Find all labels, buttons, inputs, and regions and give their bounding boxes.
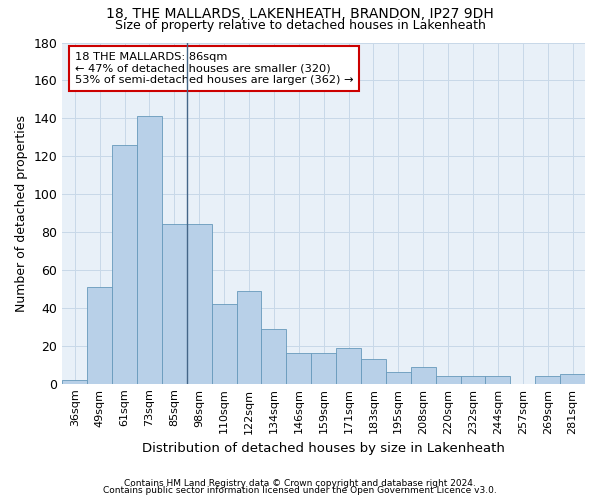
Bar bbox=[187, 224, 212, 384]
Bar bbox=[311, 354, 336, 384]
Bar bbox=[436, 376, 461, 384]
Bar bbox=[162, 224, 187, 384]
Bar bbox=[461, 376, 485, 384]
Bar bbox=[87, 287, 112, 384]
Bar bbox=[560, 374, 585, 384]
Bar bbox=[336, 348, 361, 384]
Bar bbox=[212, 304, 236, 384]
Bar bbox=[411, 366, 436, 384]
Bar bbox=[112, 145, 137, 384]
Bar bbox=[361, 359, 386, 384]
Bar bbox=[262, 328, 286, 384]
X-axis label: Distribution of detached houses by size in Lakenheath: Distribution of detached houses by size … bbox=[142, 442, 505, 455]
Text: Contains HM Land Registry data © Crown copyright and database right 2024.: Contains HM Land Registry data © Crown c… bbox=[124, 478, 476, 488]
Bar bbox=[236, 291, 262, 384]
Bar bbox=[485, 376, 511, 384]
Text: Size of property relative to detached houses in Lakenheath: Size of property relative to detached ho… bbox=[115, 19, 485, 32]
Bar bbox=[62, 380, 87, 384]
Y-axis label: Number of detached properties: Number of detached properties bbox=[15, 114, 28, 312]
Text: 18, THE MALLARDS, LAKENHEATH, BRANDON, IP27 9DH: 18, THE MALLARDS, LAKENHEATH, BRANDON, I… bbox=[106, 8, 494, 22]
Bar bbox=[137, 116, 162, 384]
Bar bbox=[286, 354, 311, 384]
Text: 18 THE MALLARDS: 86sqm
← 47% of detached houses are smaller (320)
53% of semi-de: 18 THE MALLARDS: 86sqm ← 47% of detached… bbox=[75, 52, 353, 85]
Bar bbox=[386, 372, 411, 384]
Bar bbox=[535, 376, 560, 384]
Text: Contains public sector information licensed under the Open Government Licence v3: Contains public sector information licen… bbox=[103, 486, 497, 495]
